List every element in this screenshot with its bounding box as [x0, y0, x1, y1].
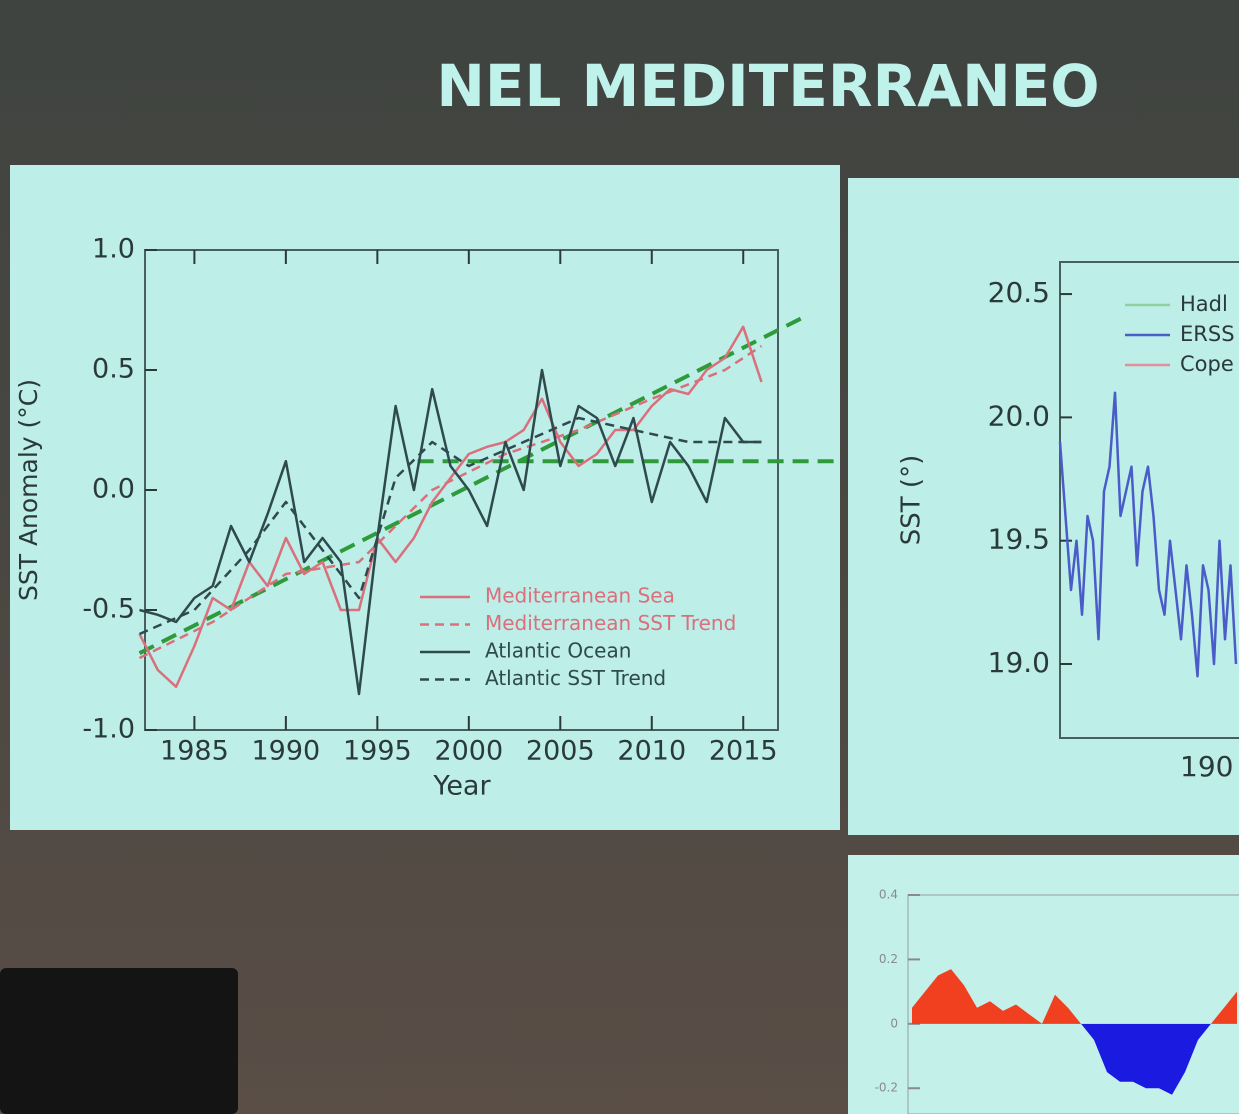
- y-axis-label: SST Anomaly (°C): [14, 379, 43, 601]
- y-tick-label: -0.5: [82, 594, 135, 625]
- x-tick-label: 1985: [160, 736, 229, 767]
- area-negative: [1081, 1023, 1211, 1095]
- series-line: [1058, 391, 1238, 678]
- y-tick-label: -0.2: [875, 1081, 898, 1095]
- y-tick-label: 20.0: [988, 399, 1050, 432]
- x-axis-label: Year: [432, 771, 491, 802]
- x-tick-label: 1990: [252, 736, 321, 767]
- area-positive: [912, 969, 1237, 1024]
- panel: [848, 178, 1239, 835]
- x-tick-label: 1995: [343, 736, 412, 767]
- dark-object: [0, 968, 238, 1114]
- x-tick-label: 2000: [434, 736, 503, 767]
- legend-label: Atlantic SST Trend: [485, 666, 666, 690]
- y-tick-label: 0.0: [92, 474, 135, 505]
- chart-1: -1.0 -0.5 0.0 0.5 1.0 1985 1990 1995 2000 2005 201…: [14, 234, 835, 802]
- y-tick-label: 20.5: [988, 276, 1050, 309]
- legend-label: ERSS: [1180, 322, 1235, 346]
- x-tick-label: 2005: [526, 736, 595, 767]
- y-axis-label: SST (°): [897, 455, 927, 545]
- plot-frame: [907, 894, 1239, 1114]
- y-tick-label: 1.0: [92, 234, 135, 265]
- x-tick-label: 2015: [709, 736, 778, 767]
- legend-label: Cope: [1180, 352, 1234, 376]
- y-tick-label: 0: [890, 1016, 898, 1030]
- legend-label: Hadl: [1180, 292, 1228, 316]
- series-line: [139, 368, 762, 696]
- x-tick-label: 2010: [617, 736, 686, 767]
- y-tick-label: -1.0: [82, 714, 135, 745]
- y-tick-label: 0.5: [92, 354, 135, 385]
- y-tick-label: 0.4: [879, 888, 898, 902]
- series-line: [138, 325, 763, 689]
- plot-frame: [1059, 261, 1239, 739]
- legend-label: Mediterranean SST Trend: [485, 611, 736, 635]
- legend-label: Mediterranean Sea: [485, 584, 675, 608]
- series-line: [138, 344, 763, 660]
- slide-title: NEL MEDITERRANEO: [436, 52, 1099, 120]
- y-tick-label: 19.5: [988, 523, 1050, 556]
- series-line: [138, 416, 762, 636]
- legend-label: Atlantic Ocean: [485, 639, 631, 663]
- chart-2: 19.0 19.5 20.0 20.5 190 SST (°) Hadl ERSS Cope: [897, 261, 1239, 783]
- y-tick-label: 19.0: [988, 646, 1050, 679]
- y-tick-label: 0.2: [879, 952, 898, 966]
- x-tick-label: 190: [1180, 750, 1233, 783]
- chart-3: -0.2 0 0.2 0.4: [875, 888, 1239, 1114]
